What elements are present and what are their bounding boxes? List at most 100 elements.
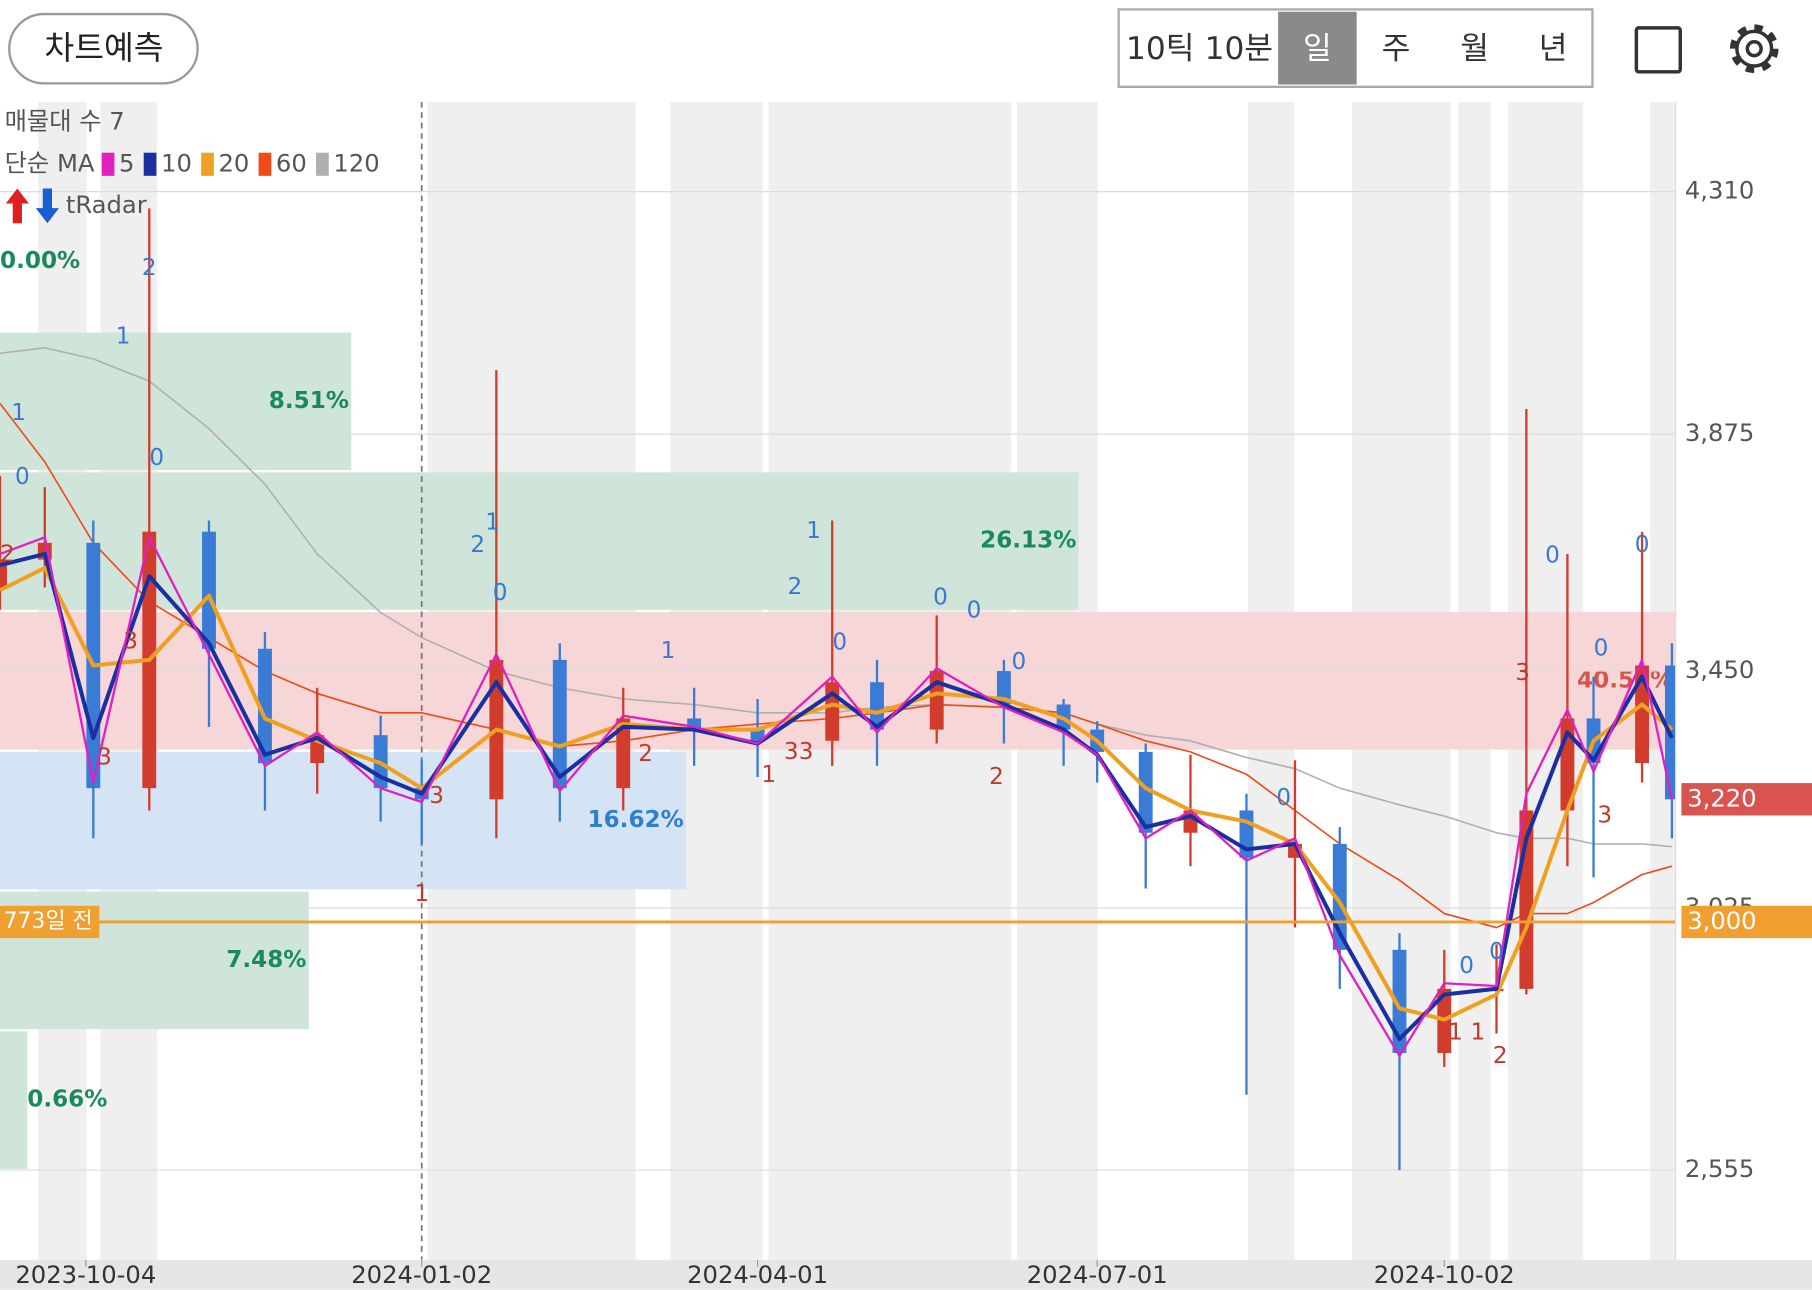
signal-label: 0 xyxy=(1545,543,1560,569)
profile-label: 8.51% xyxy=(269,388,349,414)
profile-label: 0.66% xyxy=(27,1087,107,1113)
y-tick-label: 3,450 xyxy=(1685,655,1754,684)
signal-label: 0 xyxy=(967,597,982,623)
legend-swatch xyxy=(101,152,115,176)
signal-label: 0 xyxy=(1594,635,1609,661)
period-selector: 10틱 10분 일 주 월 년 xyxy=(1117,8,1594,88)
settings-icon[interactable] xyxy=(1729,24,1779,73)
signal-label: 0 xyxy=(933,585,948,611)
signal-label: 1 xyxy=(11,400,26,426)
predict-button[interactable] xyxy=(8,12,199,85)
signal-label: 3 xyxy=(123,629,138,655)
period-option[interactable]: 10틱 xyxy=(1126,31,1194,67)
profile-label: 16.62% xyxy=(588,807,684,833)
x-axis-area xyxy=(0,1259,1812,1290)
legend-label: 10 xyxy=(161,148,192,177)
signal-label: 3 xyxy=(1515,660,1530,686)
signal-label: 1 xyxy=(1470,1019,1485,1045)
fast-ma xyxy=(0,536,1674,1057)
profile-band xyxy=(0,1031,28,1169)
y-tick-label: 4,310 xyxy=(1685,176,1754,205)
signal-label: 0 xyxy=(149,445,164,471)
candle-body xyxy=(929,671,944,730)
candle-body xyxy=(825,682,840,741)
signal-label: 0 xyxy=(1489,939,1504,965)
period-option[interactable]: 년 xyxy=(1539,31,1568,67)
grid xyxy=(0,101,1676,1260)
reference-tag xyxy=(1681,905,1812,939)
signal-label: 3 xyxy=(1597,803,1612,829)
y-tick-label: 3,875 xyxy=(1685,418,1754,447)
candle-body xyxy=(1392,949,1407,1053)
signal-label: 0 xyxy=(1459,953,1474,979)
signal-label: 2 xyxy=(788,574,803,600)
ma-label: 단순 MA xyxy=(5,148,95,177)
signal-label: 1 xyxy=(806,518,821,544)
price-tag-label: 3,220 xyxy=(1687,783,1756,812)
reference-note-bg xyxy=(0,905,100,939)
predict-button-label[interactable]: 차트예측 xyxy=(44,29,163,67)
reference: 773일 전 xyxy=(0,905,1676,939)
radar-label: tRadar xyxy=(66,190,147,219)
period-option[interactable]: 월 xyxy=(1460,31,1489,67)
profile-band xyxy=(0,472,1079,610)
signal-label: 0 xyxy=(1635,532,1650,558)
gear-teeth xyxy=(1729,24,1779,73)
ma-line xyxy=(0,551,1674,1042)
period-option[interactable]: 10분 xyxy=(1205,31,1273,67)
reference-tag-label: 3,000 xyxy=(1687,906,1756,935)
x-tick-label: 2024-04-01 xyxy=(687,1260,828,1289)
x-tick-label: 2024-10-02 xyxy=(1374,1260,1515,1289)
gear-body xyxy=(1735,29,1774,68)
signal-label: 2 xyxy=(989,764,1004,790)
x-tick-label: 2024-01-02 xyxy=(351,1260,492,1289)
period-option[interactable]: 일 xyxy=(1303,31,1332,67)
volume-profile: 0.66%7.48%16.62%40.59%26.13%8.51%0.00% xyxy=(0,248,1676,1169)
plot-area: 0.66%7.48%16.62%40.59%26.13%8.51%0.00% 2… xyxy=(0,101,1676,1260)
profile-band xyxy=(0,751,687,890)
axes: 4,3103,8753,4503,0252,5552023-10-042024-… xyxy=(15,176,1812,1289)
candle-body xyxy=(0,559,7,588)
x-tick-label: 2023-10-04 xyxy=(15,1260,156,1289)
price-tag xyxy=(1681,783,1812,816)
legend: 5 10 20 60 120 xyxy=(101,148,380,177)
candle-body xyxy=(616,718,631,789)
period-active-bg xyxy=(1278,11,1357,85)
candle-body xyxy=(1138,751,1153,833)
signal-label: 0 xyxy=(1011,649,1026,675)
legend-label: 20 xyxy=(218,148,249,177)
fullscreen-icon[interactable] xyxy=(1634,26,1682,74)
legend-label: 5 xyxy=(119,148,134,177)
candle-body xyxy=(870,682,884,730)
candle-body xyxy=(687,718,702,730)
candle-body xyxy=(1635,665,1649,764)
signal-label: 1 xyxy=(1448,1019,1463,1045)
profile-title: 매물대 수 7 xyxy=(5,107,125,136)
signal-label: 1 xyxy=(661,638,676,664)
ma-line xyxy=(0,565,1674,1022)
signal-label: 1 xyxy=(116,324,131,350)
y-axis-area xyxy=(1675,101,1812,1290)
radar-up-arrow xyxy=(5,188,29,224)
signal-label: 2 xyxy=(0,542,15,568)
signal-label: 3 xyxy=(784,739,799,765)
legend-label: 60 xyxy=(276,148,307,177)
profile-label: 7.48% xyxy=(226,947,306,973)
period-option[interactable]: 주 xyxy=(1382,31,1411,67)
candle-body xyxy=(258,648,272,764)
signal-label: 0 xyxy=(1276,785,1291,811)
signal-label: 2 xyxy=(470,532,485,558)
candle-body xyxy=(996,671,1011,705)
radar-down-arrow xyxy=(35,188,59,224)
gear-hole xyxy=(1745,40,1763,58)
candle-body xyxy=(202,531,216,649)
profile-label: 26.13% xyxy=(980,528,1076,554)
candle-body xyxy=(552,659,567,789)
reference-note: 773일 전 xyxy=(3,909,92,934)
y-tick-label: 2,555 xyxy=(1685,1154,1754,1183)
legend-swatch xyxy=(316,152,329,176)
x-tick-label: 2024-07-01 xyxy=(1027,1260,1168,1289)
signal-label: 0 xyxy=(832,630,847,656)
